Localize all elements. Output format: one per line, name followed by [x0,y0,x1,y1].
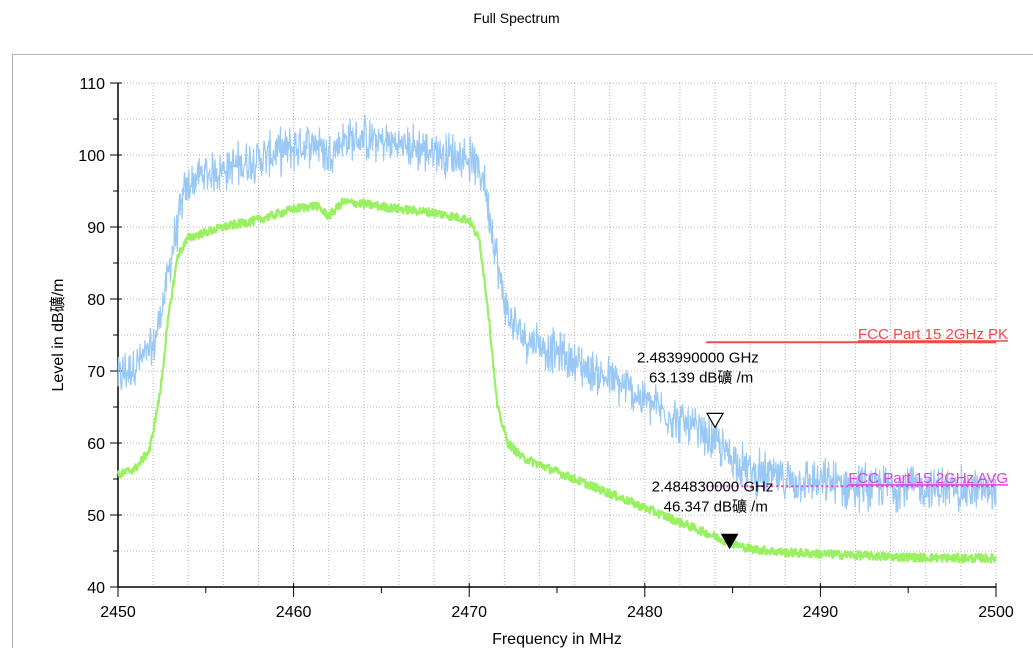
series-line-peak [117,114,997,514]
y-tick-label: 100 [78,148,105,165]
x-tick-label: 2490 [803,604,839,621]
y-tick-label: 80 [87,292,105,309]
grid [118,82,997,587]
x-tick-label: 2480 [627,604,663,621]
marker-frequency-label: 2.483990000 GHz [637,349,759,366]
series-line-average [116,197,998,564]
marker-open-triangle [706,412,725,429]
markers: 2.483990000 GHz 63.139 dB礦 /m 2.484830000 … [637,349,774,550]
y-tick-label: 40 [87,580,105,597]
marker-level-label: 46.347 dB礦 /m [664,498,768,515]
y-tick-label: 110 [79,76,105,93]
y-tick-label: 50 [87,508,105,525]
y-tick-label: 90 [87,220,105,237]
limit-lines: FCC Part 15 2GHz PK FCC Part 15 2GHz AVG [706,326,1008,488]
limit-label-pk: FCC Part 15 2GHz PK [858,326,1008,343]
marker-level-label: 63.139 dB礦 /m [649,369,753,386]
marker-frequency-label: 2.484830000 GHz [652,478,774,495]
x-tick-label: 2460 [276,604,312,621]
marker-filled-triangle [720,533,739,550]
axes: 40 50 60 70 80 90 100 110 2450 2460 2470 2480 2490 25… [78,76,1014,621]
y-tick-label: 60 [87,436,105,453]
plot-frame [12,54,1033,648]
x-tick-label: 2500 [978,604,1014,621]
limit-label-avg: FCC Part 15 2GHz AVG [848,470,1008,487]
series-group [116,114,998,564]
x-axis-label: Frequency in MHz [492,631,622,648]
y-axis-label: Level in dB礦/m [49,279,67,392]
x-tick-label: 2470 [451,604,487,621]
chart-title: Full Spectrum [473,10,560,26]
y-tick-label: 70 [87,364,105,381]
x-tick-label: 2450 [100,604,136,621]
